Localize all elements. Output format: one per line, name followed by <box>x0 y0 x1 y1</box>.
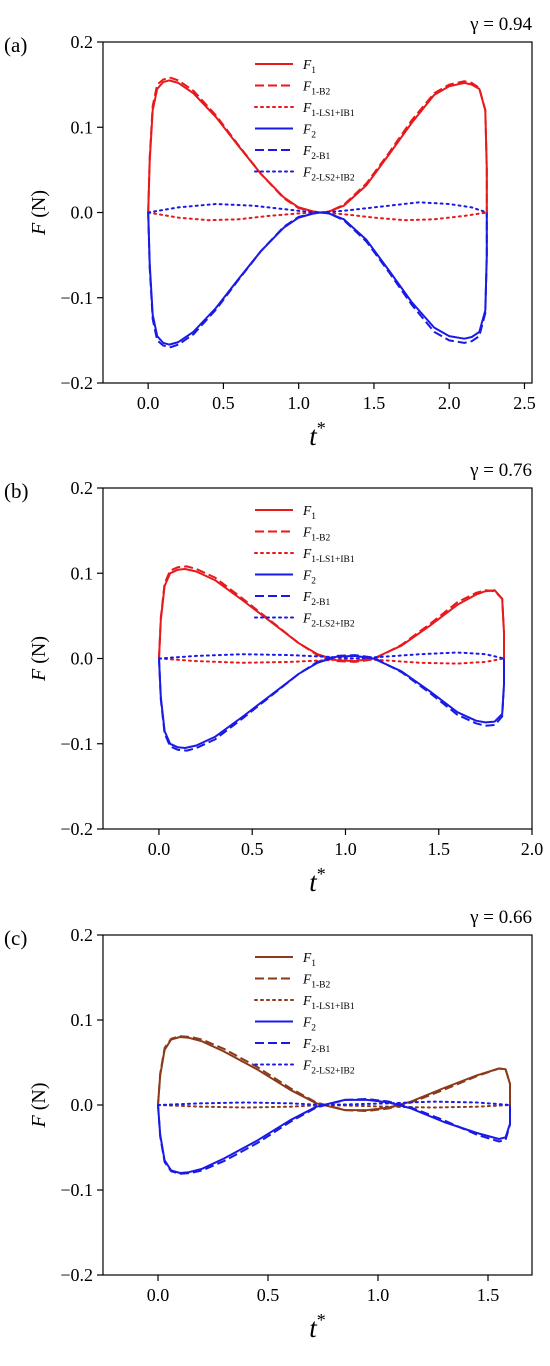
y-tick-label: 0.2 <box>71 478 94 498</box>
legend-entry: F2-LS2+IB2 <box>302 165 355 184</box>
legend-entry: F2 <box>302 568 316 587</box>
series-line-f1-b2 <box>157 1035 511 1112</box>
series-line-f2-ls2-ib2 <box>147 201 488 214</box>
gamma-annotation: γ = 0.66 <box>469 907 532 928</box>
y-axis-label: F (N) <box>28 1083 50 1129</box>
chart-panel-3: 0.0 0.5 1.0 1.5 0.2 0.1 0.0 −0.1 −0.2 (c) γ = 0.66… <box>4 907 533 1343</box>
legend: F1 F1-B2 F1-LS1+IB1 F2 F2-B1 F2-LS2+IB2 <box>254 950 355 1077</box>
legend-entry: F1 <box>302 503 316 522</box>
x-axis-label: t* <box>309 1310 326 1343</box>
y-tick-label: 0.0 <box>71 1095 94 1115</box>
legend-entry: F1-B2 <box>302 972 331 991</box>
y-tick-label: 0.1 <box>71 1010 94 1030</box>
legend-entry: F1-LS1+IB1 <box>302 100 355 119</box>
x-axis-label: t* <box>309 864 326 897</box>
x-tick-label: 0.0 <box>137 393 160 413</box>
y-tick-label: −0.1 <box>60 734 93 754</box>
x-tick-label: 2.0 <box>521 839 544 859</box>
legend-entry: F2-LS2+IB2 <box>302 611 355 630</box>
x-tick-label: 0.0 <box>147 1285 170 1305</box>
x-tick-label: 1.0 <box>367 1285 390 1305</box>
y-tick-label: 0.1 <box>71 563 94 583</box>
gamma-annotation: γ = 0.76 <box>469 460 532 481</box>
x-tick-label: 2.0 <box>438 393 461 413</box>
series-line-f2-ls2-ib2 <box>158 651 505 660</box>
legend-entry: F1 <box>302 950 316 969</box>
x-tick-label: 1.0 <box>334 839 357 859</box>
series-line-f1 <box>147 79 488 214</box>
series-line-f1-ls1-ib1 <box>158 657 505 665</box>
gamma-annotation: γ = 0.94 <box>469 14 532 35</box>
x-tick-label: 0.5 <box>212 393 235 413</box>
legend-entry: F2-B1 <box>302 589 331 608</box>
x-tick-label: 2.5 <box>513 393 536 413</box>
series-line-f2 <box>158 654 505 749</box>
chart-panel-2: 0.0 0.5 1.0 1.5 2.0 0.2 0.1 0.0 −0.1 −0.2 (b) γ = 0… <box>4 460 543 897</box>
x-tick-label: 0.5 <box>257 1285 280 1305</box>
legend: F1 F1-B2 F1-LS1+IB1 F2 F2-B1 F2-LS2+IB2 <box>254 503 355 630</box>
x-tick-label: 0.5 <box>241 839 264 859</box>
series-line-f2-b1 <box>158 654 505 752</box>
y-axis-label: F (N) <box>28 636 50 682</box>
chart-panel-1: 0.0 0.5 1.0 1.5 2.0 2.5 0.2 0.1 0.0 −0.1 −0.2 (a) γ … <box>4 14 536 451</box>
legend-entry: F1-LS1+IB1 <box>302 993 355 1012</box>
x-tick-label: 1.5 <box>477 1285 500 1305</box>
x-tick-label: 1.0 <box>287 393 310 413</box>
legend-entry: F2 <box>302 122 316 141</box>
y-tick-label: 0.1 <box>71 117 94 137</box>
series-line-f2-ls2-ib2 <box>157 1100 511 1106</box>
legend-entry: F2-B1 <box>302 143 331 162</box>
y-tick-label: 0.2 <box>71 32 94 52</box>
series-line-f1 <box>158 568 505 663</box>
y-tick-label: −0.1 <box>60 1180 93 1200</box>
legend-entry: F1 <box>302 57 316 76</box>
series-line-f2 <box>157 1098 511 1174</box>
series-line-f2 <box>147 211 488 346</box>
series-line-f2-b1 <box>157 1098 511 1175</box>
y-tick-label: −0.2 <box>60 1265 93 1285</box>
x-tick-label: 1.5 <box>363 393 386 413</box>
y-tick-label: −0.1 <box>60 288 93 308</box>
legend-entry: F1-B2 <box>302 79 331 98</box>
legend-entry: F1-B2 <box>302 525 331 544</box>
y-tick-label: −0.2 <box>60 373 93 393</box>
legend-entry: F2 <box>302 1015 316 1034</box>
x-tick-label: 0.0 <box>148 839 171 859</box>
series-line-f1-b2 <box>158 565 505 663</box>
panel-label: (a) <box>4 33 27 57</box>
panel-label: (c) <box>4 926 27 950</box>
legend-entry: F2-B1 <box>302 1036 331 1055</box>
y-tick-label: 0.0 <box>71 203 94 223</box>
y-tick-label: −0.2 <box>60 819 93 839</box>
y-tick-label: 0.2 <box>71 925 94 945</box>
x-axis-label: t* <box>309 418 326 451</box>
panel-label: (b) <box>4 479 29 503</box>
legend: F1 F1-B2 F1-LS1+IB1 F2 F2-B1 F2-LS2+IB2 <box>254 57 355 184</box>
y-axis-label: F (N) <box>28 190 50 236</box>
y-tick-label: 0.0 <box>71 649 94 669</box>
x-tick-label: 1.5 <box>427 839 450 859</box>
legend-entry: F1-LS1+IB1 <box>302 546 355 565</box>
legend-entry: F2-LS2+IB2 <box>302 1058 355 1077</box>
